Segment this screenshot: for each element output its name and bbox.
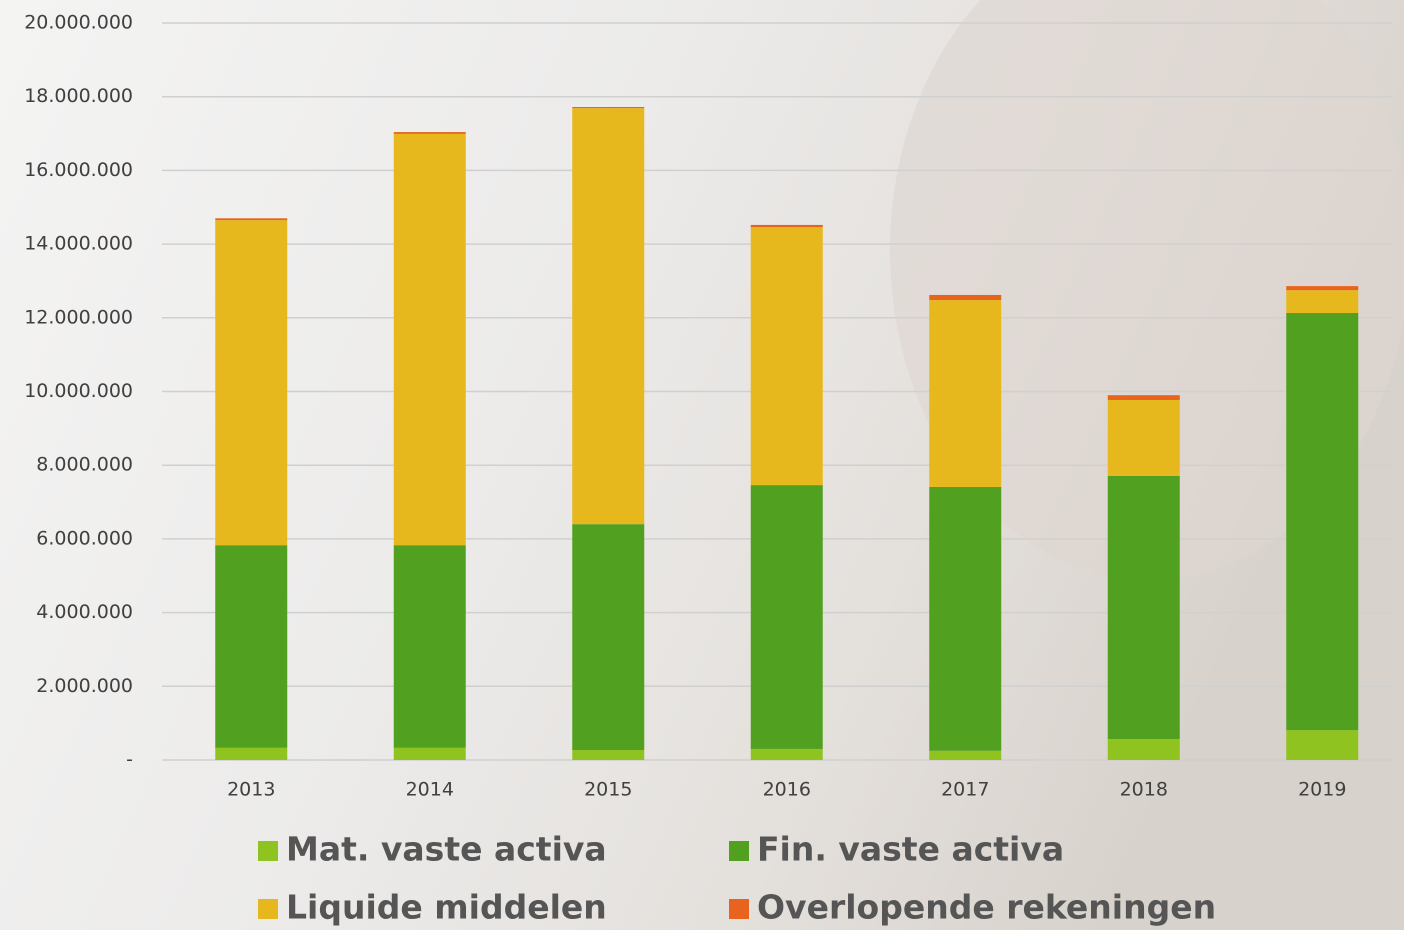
y-tick-label: 14.000.000 (24, 233, 133, 255)
bar-segment (393, 545, 466, 748)
bar-segment (1107, 395, 1180, 400)
y-tick-label: 18.000.000 (24, 85, 133, 107)
bar-segment (393, 133, 466, 546)
legend-swatch (258, 841, 278, 861)
bar-segment (1107, 738, 1180, 760)
bar-segment (572, 524, 645, 751)
bar-segment (572, 108, 645, 525)
legend-swatch (729, 899, 749, 919)
y-tick-label: 4.000.000 (36, 601, 133, 623)
bar-segment (929, 294, 1002, 301)
bar-segment (750, 224, 823, 228)
bar-segment (929, 750, 1002, 760)
bar-segment (1107, 475, 1180, 739)
bar-segment (929, 300, 1002, 487)
bar-segment (215, 545, 288, 748)
bar-segment (393, 747, 466, 760)
bar-segment (215, 218, 288, 221)
bar-segment (1286, 290, 1359, 314)
bar-segment (750, 748, 823, 760)
legend-label: Liquide middelen (286, 888, 607, 927)
x-tick-label: 2014 (406, 779, 454, 801)
legend-label: Overlopende rekeningen (757, 888, 1216, 927)
y-tick-label: 12.000.000 (24, 306, 133, 328)
legend-swatch (258, 899, 278, 919)
legend-label: Mat. vaste activa (286, 830, 607, 869)
background-shape (890, 0, 1404, 580)
bar-segment (572, 107, 645, 109)
bar-segment (1286, 313, 1359, 731)
legend-label: Fin. vaste activa (757, 830, 1064, 869)
bar-segment (215, 220, 288, 546)
legend-swatch (729, 841, 749, 861)
bar-segment (750, 485, 823, 749)
x-tick-label: 2013 (227, 779, 275, 801)
bar-segment (1107, 399, 1180, 476)
bar-segment (215, 747, 288, 760)
bar-segment (750, 227, 823, 486)
bar-segment (572, 750, 645, 760)
x-tick-label: 2018 (1120, 779, 1168, 801)
x-tick-label: 2017 (941, 779, 989, 801)
y-tick-label: 6.000.000 (36, 527, 133, 549)
y-tick-label: 16.000.000 (24, 159, 133, 181)
y-tick-label: 8.000.000 (36, 454, 133, 476)
bar-segment (1286, 286, 1359, 291)
bar-segment (929, 486, 1002, 751)
bar-segment (393, 132, 466, 134)
y-tick-label: 10.000.000 (24, 380, 133, 402)
x-tick-label: 2016 (763, 779, 811, 801)
y-tick-label: 20.000.000 (24, 12, 133, 34)
y-tick-label: - (126, 749, 133, 771)
bar-segment (1286, 730, 1359, 760)
x-tick-label: 2015 (584, 779, 632, 801)
y-tick-label: 2.000.000 (36, 675, 133, 697)
x-tick-label: 2019 (1298, 779, 1346, 801)
